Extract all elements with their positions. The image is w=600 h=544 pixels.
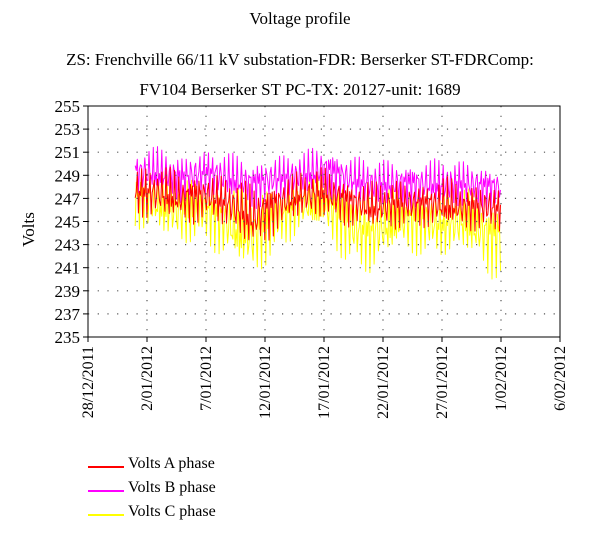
x-tick-label: 1/02/2012 <box>493 346 510 411</box>
x-tick-label: 27/01/2012 <box>434 346 451 419</box>
y-tick-label: 245 <box>55 213 81 232</box>
legend-swatch-a <box>88 466 124 468</box>
grid <box>88 106 560 337</box>
y-axis-ticks: 235 237 239 241 243 245 247 249 251 253 255 <box>55 97 88 347</box>
x-tick-label: 17/01/2012 <box>316 346 333 419</box>
x-tick-label: 7/01/2012 <box>198 346 215 411</box>
x-tick-label: 28/12/2011 <box>80 346 97 418</box>
x-tick-label: 22/01/2012 <box>375 346 392 419</box>
legend-label-c: Volts C phase <box>128 503 216 520</box>
legend-swatch-c <box>88 514 124 516</box>
y-tick-label: 253 <box>55 120 81 139</box>
y-tick-label: 241 <box>55 259 81 278</box>
legend-swatch-b <box>88 490 124 492</box>
y-tick-label: 239 <box>55 282 81 301</box>
plot-lines <box>134 146 501 280</box>
y-tick-label: 235 <box>55 328 81 347</box>
chart-title: Voltage profile <box>249 9 351 28</box>
y-tick-label: 237 <box>55 305 81 324</box>
y-tick-label: 251 <box>55 143 81 162</box>
y-tick-label: 243 <box>55 236 81 255</box>
x-axis-ticks: 28/12/2011 2/01/2012 7/01/2012 12/01/2012 17… <box>80 337 569 419</box>
x-tick-label: 6/02/2012 <box>552 346 569 411</box>
chart-subtitle-line-1: ZS: Frenchville 66/11 kV substation-FDR:… <box>66 50 534 69</box>
y-tick-label: 249 <box>55 166 81 185</box>
y-tick-label: 247 <box>55 189 81 208</box>
series-line-2 <box>134 146 501 211</box>
x-tick-label: 12/01/2012 <box>257 346 274 419</box>
y-axis-label: Volts <box>19 212 38 247</box>
series-line-1 <box>134 166 501 241</box>
x-tick-label: 2/01/2012 <box>139 346 156 411</box>
y-tick-label: 255 <box>55 97 81 116</box>
chart-subtitle-line-2: FV104 Berserker ST PC-TX: 20127-unit: 16… <box>139 80 461 99</box>
legend-label-b: Volts B phase <box>128 479 216 496</box>
legend-label-a: Volts A phase <box>128 455 215 472</box>
